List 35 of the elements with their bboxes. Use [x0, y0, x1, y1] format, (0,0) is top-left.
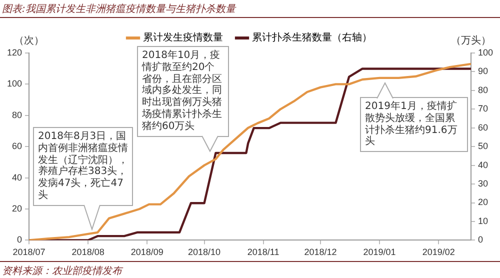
y2-tick-label: 20 [478, 197, 488, 208]
annotation: 2018年10月，疫情扩散至约20个省份，且在部分区域内多处发生，同时出现首例万头猪场疫情累计扑杀生猪约60万头 [137, 46, 229, 137]
annotation: 2018年8月3日，国内首例非洲猪瘟疫情发生（辽宁沈阳），养殖户存栏383头，发病47头，死亡47头 [33, 127, 133, 206]
y2-tick-label: 0 [478, 234, 483, 245]
y-tick-label: 60 [12, 141, 22, 152]
y-axis-title: （次） [14, 36, 44, 47]
y2-axis-title: （万头） [450, 34, 491, 47]
y-tick-label: 120 [6, 47, 22, 58]
x-tick-label: 2018/07 [12, 247, 46, 258]
y2-tick-label: 50 [478, 141, 488, 152]
y-tick-label: 20 [12, 203, 22, 214]
y-tick-label: 80 [12, 110, 22, 120]
y2-tick-label: 40 [478, 160, 488, 170]
y-tick-label: 0 [17, 234, 22, 245]
x-tick-label: 2018/11 [247, 247, 280, 258]
y2-tick-label: 30 [478, 178, 488, 189]
x-tick-label: 2019/01 [363, 247, 396, 258]
x-tick-label: 2018/12 [304, 247, 337, 258]
y2-tick-label: 70 [478, 104, 488, 114]
y2-tick-label: 60 [478, 122, 488, 132]
legend-label: 累计扑杀生猪数量（右轴） [252, 32, 372, 44]
x-tick-label: 2018/09 [130, 247, 164, 258]
y2-tick-label: 10 [478, 216, 488, 226]
x-tick-label: 2019/02 [422, 247, 455, 258]
text: 资料来源：农业部疫情发布 [2, 264, 122, 278]
chart-title: 图表:我国累计发生非洲猪瘟疫情数量与生猪扑杀数量 [2, 2, 236, 16]
x-tick-label: 2018/10 [188, 247, 221, 258]
annotation: 2019年1月，疫情扩散势头放缓，全国累计扑杀生猪约91.6万头 [360, 97, 468, 152]
y2-tick-label: 80 [478, 84, 488, 95]
y-tick-label: 40 [12, 172, 22, 182]
y-tick-label: 100 [6, 78, 22, 89]
y2-tick-label: 90 [478, 66, 488, 76]
legend-label: 累计发生疫情数量 [143, 32, 223, 44]
x-tick-label: 2018/08 [72, 247, 104, 258]
y2-tick-label: 100 [478, 47, 494, 58]
